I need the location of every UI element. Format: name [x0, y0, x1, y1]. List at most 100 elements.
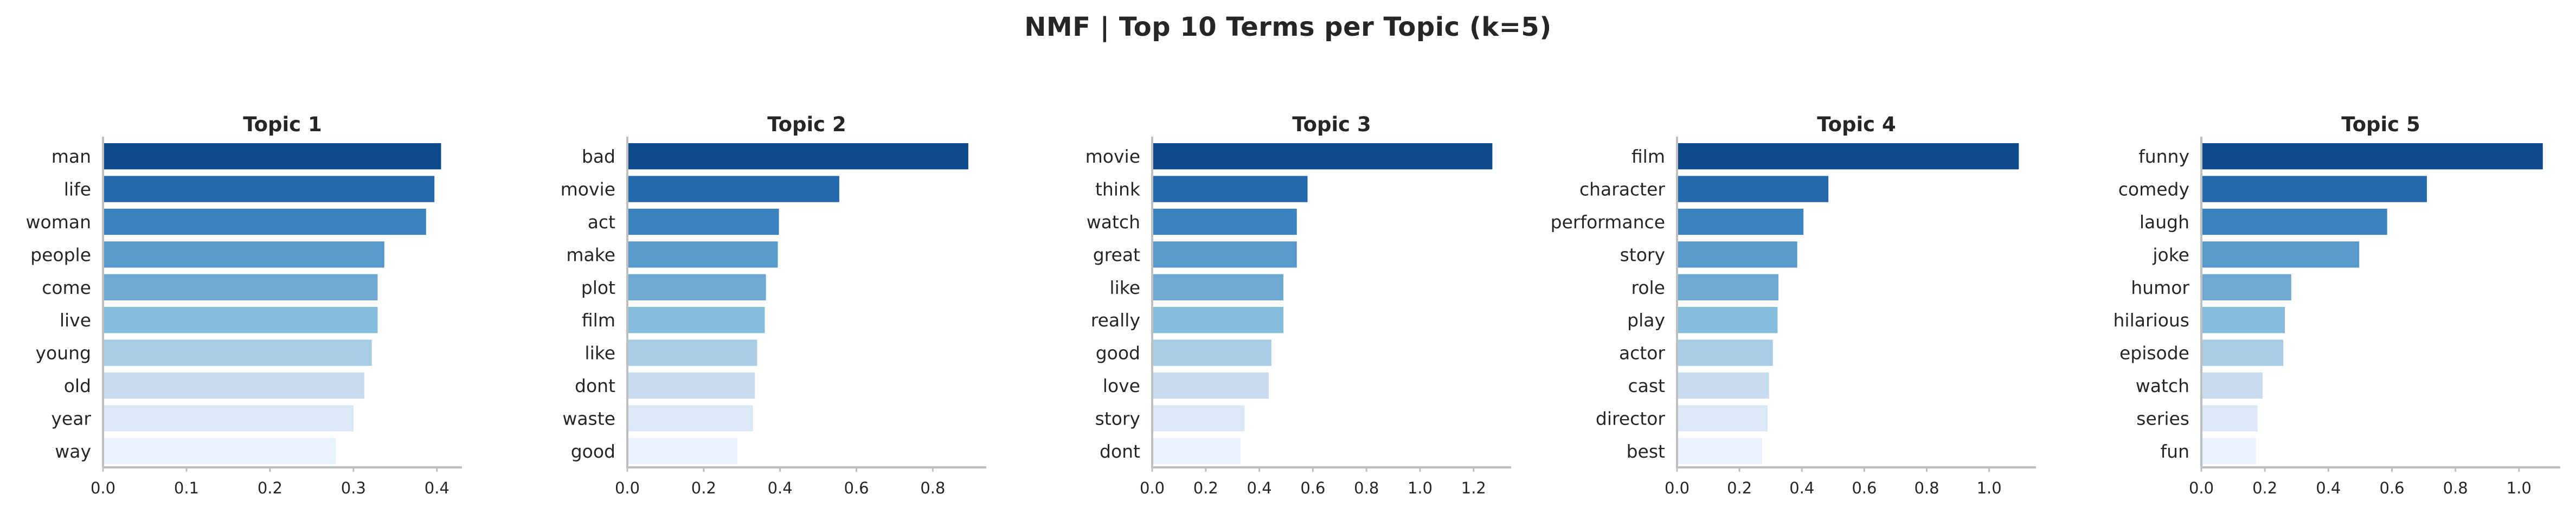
category-label: act: [588, 211, 615, 233]
panel-title: Topic 3: [1292, 113, 1371, 136]
bar-life: [103, 176, 435, 202]
x-tick-label: 1.0: [1977, 479, 2002, 497]
panel-title: Topic 4: [1817, 113, 1896, 136]
x-tick-label: 0.4: [1789, 479, 1814, 497]
bar-movie: [627, 176, 839, 202]
panel-title: Topic 2: [767, 113, 846, 136]
category-label: series: [2136, 408, 2189, 429]
bar-man: [103, 143, 441, 170]
category-label: dont: [575, 375, 615, 396]
bar-way: [103, 438, 336, 464]
category-label: play: [1627, 310, 1665, 331]
category-label: story: [1620, 244, 1665, 265]
bar-play: [1677, 307, 1778, 333]
category-label: old: [64, 375, 91, 396]
x-tick-label: 0.2: [1193, 479, 1218, 497]
bar-series: [2201, 405, 2258, 432]
category-label: performance: [1551, 211, 1665, 233]
bar-movie: [1152, 143, 1493, 170]
bar-laugh: [2201, 208, 2387, 235]
x-tick-label: 0.0: [1140, 479, 1165, 497]
bar-humor: [2201, 274, 2291, 300]
bar-bad: [627, 143, 968, 170]
bar-best: [1677, 438, 1762, 464]
bar-character: [1677, 176, 1829, 202]
x-tick-label: 0.3: [341, 479, 366, 497]
bar-hilarious: [2201, 307, 2285, 333]
category-label: people: [30, 244, 91, 265]
topic-panel-4: Topic 4 film character performance story role…: [1551, 113, 2036, 497]
topic-panel-1: Topic 1 man life woman people come live young ol…: [26, 113, 462, 497]
category-label: bad: [582, 146, 615, 167]
bar-good: [1152, 339, 1271, 366]
category-label: come: [42, 277, 91, 298]
x-tick-label: 0.6: [844, 479, 869, 497]
bar-dont: [1152, 438, 1241, 464]
bar-great: [1152, 241, 1297, 268]
category-label: live: [60, 310, 91, 331]
category-label: director: [1596, 408, 1666, 429]
x-tick-label: 0.8: [1914, 479, 1939, 497]
category-label: year: [51, 408, 91, 429]
x-tick-label: 0.8: [920, 479, 945, 497]
x-tick-label: 0.2: [1727, 479, 1752, 497]
category-label: laugh: [2140, 211, 2189, 233]
bar-like: [1152, 274, 1284, 300]
bar-good: [627, 438, 737, 464]
x-tick-label: 0.4: [1247, 479, 1272, 497]
category-label: best: [1627, 441, 1665, 462]
bar-love: [1152, 372, 1269, 399]
bar-dont: [627, 372, 755, 399]
category-label: fun: [2161, 441, 2189, 462]
x-tick-label: 0.2: [258, 479, 282, 497]
category-label: life: [64, 179, 91, 200]
category-label: good: [1096, 343, 1140, 364]
category-label: episode: [2119, 343, 2189, 364]
category-label: comedy: [2118, 179, 2189, 200]
bar-make: [627, 241, 778, 268]
bar-episode: [2201, 339, 2284, 366]
x-tick-label: 1.0: [1408, 479, 1432, 497]
category-label: funny: [2138, 146, 2189, 167]
category-label: film: [582, 310, 615, 331]
bar-watch: [2201, 372, 2263, 399]
x-tick-label: 0.6: [1852, 479, 1877, 497]
topic-panel-5: Topic 5 funny comedy laugh joke humor hilariou…: [2113, 113, 2560, 497]
category-label: humor: [2131, 277, 2189, 298]
category-label: joke: [2152, 244, 2189, 265]
category-label: story: [1095, 408, 1140, 429]
category-label: man: [52, 146, 91, 167]
x-tick-label: 0.1: [174, 479, 199, 497]
bar-film: [1677, 143, 2019, 170]
category-label: movie: [561, 179, 615, 200]
figure-title: NMF | Top 10 Terms per Topic (k=5): [1024, 12, 1552, 42]
bar-film: [627, 307, 765, 333]
category-label: think: [1095, 179, 1141, 200]
category-label: waste: [562, 408, 615, 429]
category-label: watch: [2136, 375, 2189, 396]
category-label: character: [1579, 179, 1665, 200]
bar-role: [1677, 274, 1779, 300]
x-tick-label: 0.4: [768, 479, 793, 497]
x-tick-label: 0.2: [2252, 479, 2277, 497]
x-tick-label: 1.2: [1461, 479, 1486, 497]
category-label: plot: [581, 277, 615, 298]
bar-director: [1677, 405, 1768, 432]
x-tick-label: 0.0: [615, 479, 640, 497]
bar-waste: [627, 405, 753, 432]
category-label: film: [1631, 146, 1665, 167]
bar-story: [1152, 405, 1245, 432]
bar-funny: [2201, 143, 2543, 170]
category-label: movie: [1085, 146, 1140, 167]
bar-act: [627, 208, 779, 235]
x-tick-label: 0.6: [2379, 479, 2404, 497]
x-tick-label: 0.0: [2189, 479, 2214, 497]
bar-young: [103, 339, 372, 366]
category-label: way: [55, 441, 91, 462]
category-label: watch: [1087, 211, 1140, 233]
x-tick-label: 0.0: [91, 479, 115, 497]
category-label: like: [584, 343, 615, 364]
category-label: make: [566, 244, 615, 265]
bar-think: [1152, 176, 1308, 202]
